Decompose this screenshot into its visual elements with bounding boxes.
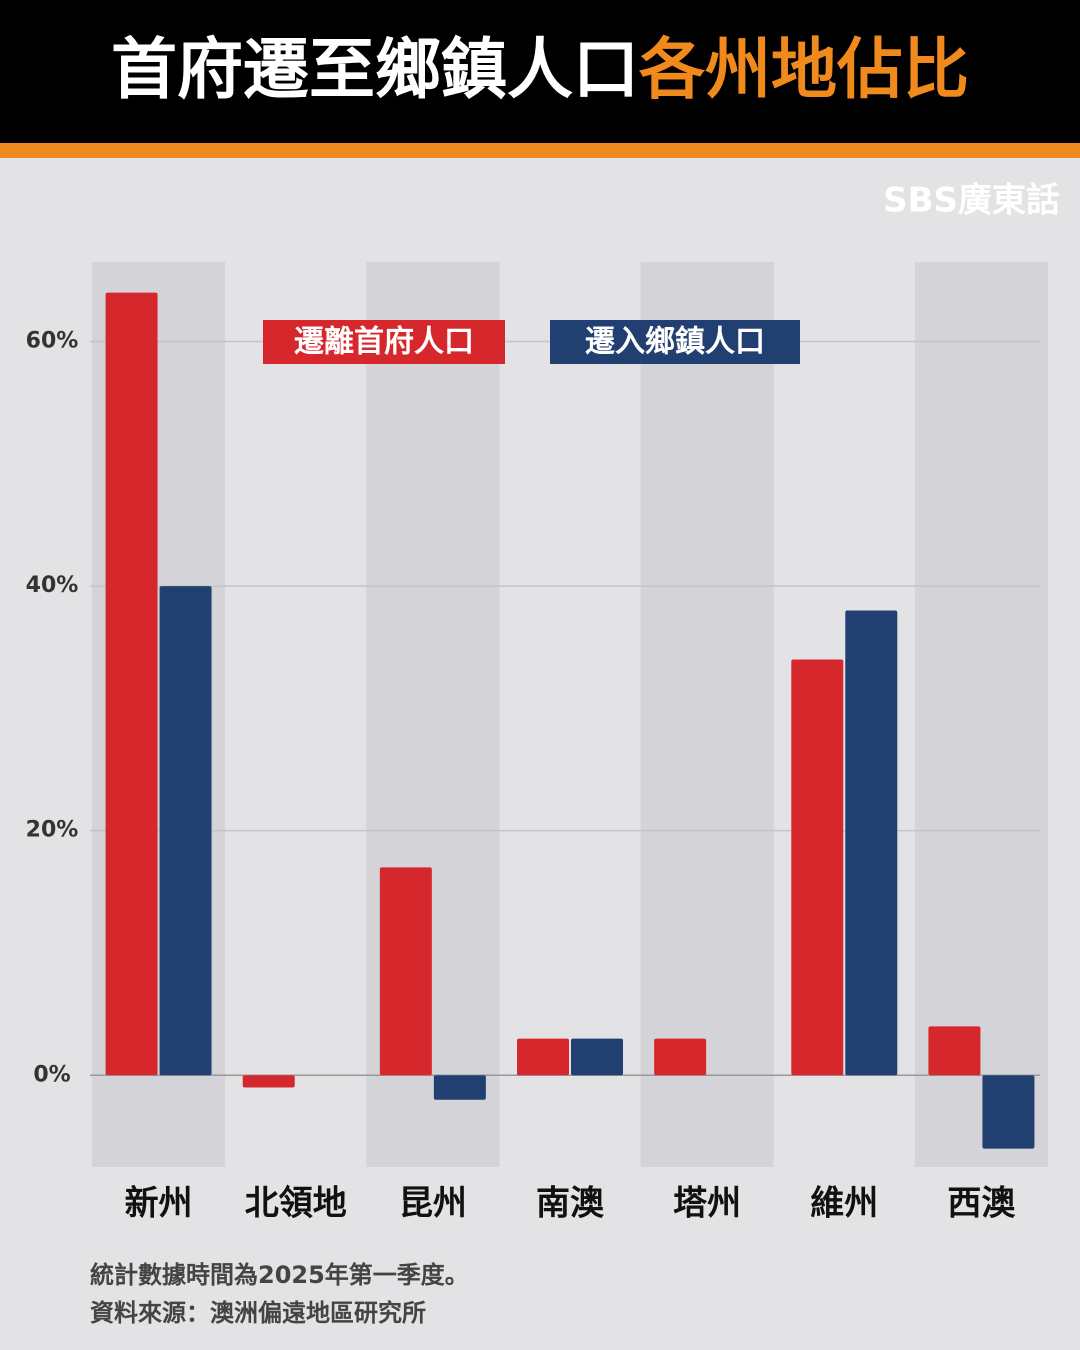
bar	[791, 659, 844, 1076]
x-tick-label: 西澳	[947, 1184, 1016, 1224]
bar	[379, 867, 432, 1076]
bar	[105, 292, 158, 1076]
x-tick-label: 塔州	[673, 1184, 741, 1224]
x-tick-label: 南澳	[536, 1184, 605, 1224]
bar	[571, 1038, 623, 1076]
legend-swatch	[550, 320, 800, 364]
plot: 0% 20% 40% 60% 新州 北領地 昆州 南澳 塔州 維州 西澳 遷離首府人口 遷入鄉鎮人口	[26, 262, 1048, 1224]
title-highlight: 各州地佔比	[639, 31, 969, 108]
title-main: 首府遷至鄉鎮人口	[111, 31, 639, 108]
legend-swatch	[263, 320, 505, 364]
bar	[654, 1038, 707, 1076]
legend-label: 遷入鄉鎮人口	[585, 325, 765, 360]
y-tick-label: 60%	[26, 328, 79, 353]
category-band	[640, 262, 774, 1167]
category-band	[914, 262, 1048, 1167]
header	[0, 0, 1080, 143]
bar	[928, 1026, 981, 1076]
bar	[845, 610, 898, 1076]
x-tick-label: 昆州	[399, 1184, 467, 1224]
header-rule	[0, 143, 1080, 158]
y-tick-label: 0%	[33, 1062, 70, 1087]
x-tick-label: 維州	[810, 1184, 878, 1224]
footnote: 資料來源：澳洲偏遠地區研究所	[90, 1299, 426, 1327]
bar	[982, 1075, 1035, 1149]
bar	[433, 1075, 486, 1100]
x-tick-label: 新州	[125, 1184, 193, 1224]
bar	[159, 586, 212, 1076]
title: 首府遷至鄉鎮人口各州地佔比	[111, 31, 969, 108]
bar	[242, 1075, 295, 1088]
y-tick-label: 20%	[26, 818, 79, 843]
y-tick-label: 40%	[26, 573, 79, 598]
x-tick-label: 北領地	[245, 1184, 347, 1224]
brand-logo: SBS廣東話	[883, 181, 1060, 221]
bar	[517, 1038, 569, 1076]
legend-label: 遷離首府人口	[294, 325, 474, 360]
footnote: 統計數據時間為2025年第一季度。	[90, 1261, 469, 1289]
